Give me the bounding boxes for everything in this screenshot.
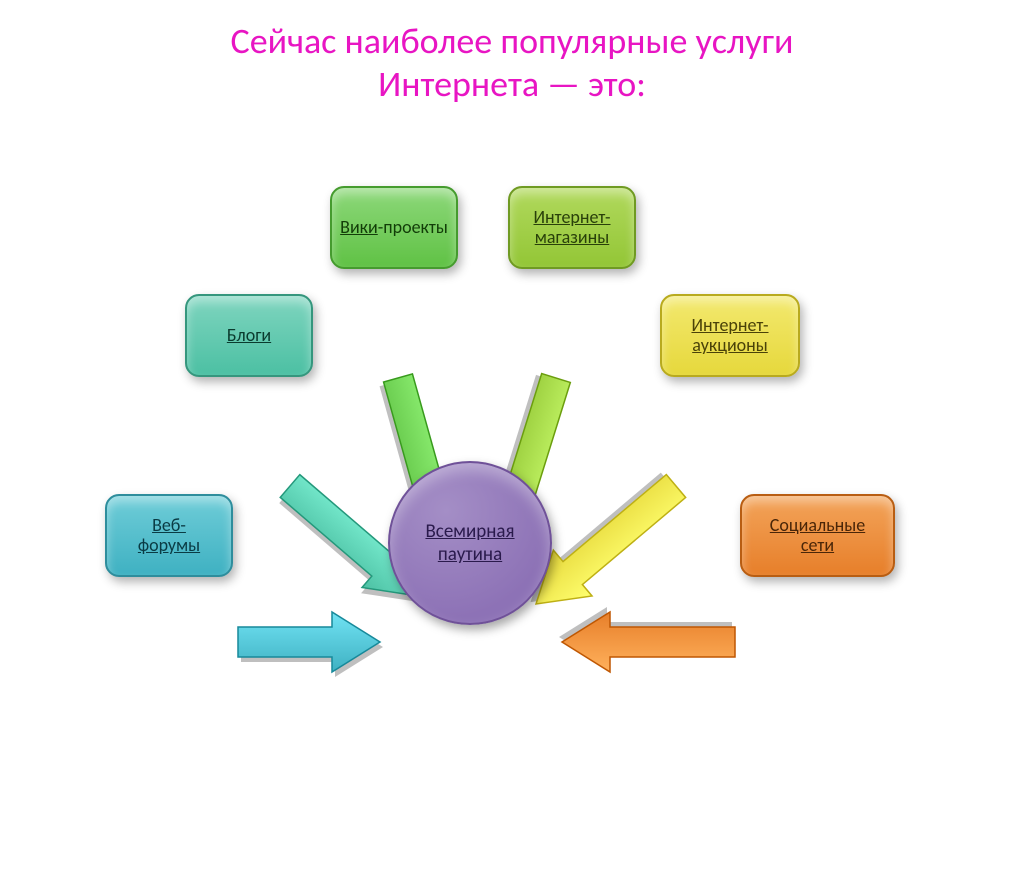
node-forums: Веб-форумы [105, 494, 233, 577]
node-auctions-label: Интернет-аукционы [691, 316, 768, 356]
node-social-label: Социальныесети [770, 516, 865, 556]
center-label-link: Всемирная [425, 520, 514, 543]
diagram-stage: Сейчас наиболее популярные услуги Интерн… [0, 0, 1024, 767]
node-blogs: Блоги [185, 294, 313, 377]
node-auctions: Интернет-аукционы [660, 294, 800, 377]
node-wiki: Вики-проекты [330, 186, 458, 269]
node-blogs-label: Блоги [227, 326, 271, 346]
center-label: Всемирная паутина [425, 520, 514, 566]
center-node: Всемирная паутина [388, 461, 552, 625]
center-label-plain: паутина [438, 543, 502, 566]
node-social: Социальныесети [740, 494, 895, 577]
node-shops: Интернет-магазины [508, 186, 636, 269]
page-title: Сейчас наиболее популярные услуги Интерн… [0, 0, 1024, 106]
title-line2: Интернета — это: [0, 63, 1024, 106]
node-wiki-label: Вики-проекты [340, 218, 448, 238]
title-line1: Сейчас наиболее популярные услуги [0, 20, 1024, 63]
node-forums-label: Веб-форумы [138, 516, 200, 556]
node-shops-label: Интернет-магазины [533, 208, 610, 248]
